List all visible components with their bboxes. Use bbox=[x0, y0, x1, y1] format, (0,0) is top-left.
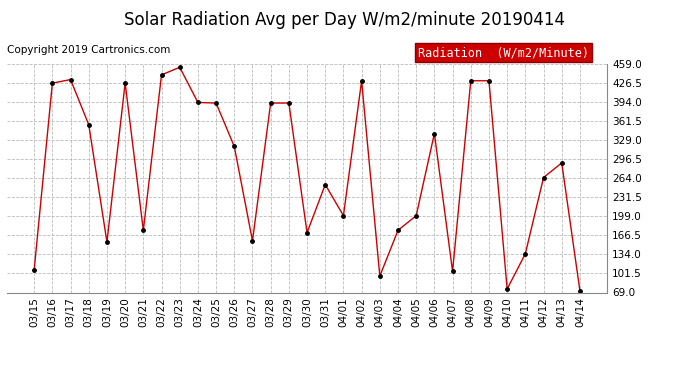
Text: Solar Radiation Avg per Day W/m2/minute 20190414: Solar Radiation Avg per Day W/m2/minute … bbox=[124, 11, 566, 29]
Text: Copyright 2019 Cartronics.com: Copyright 2019 Cartronics.com bbox=[7, 45, 170, 55]
Text: Radiation  (W/m2/Minute): Radiation (W/m2/Minute) bbox=[418, 46, 589, 59]
